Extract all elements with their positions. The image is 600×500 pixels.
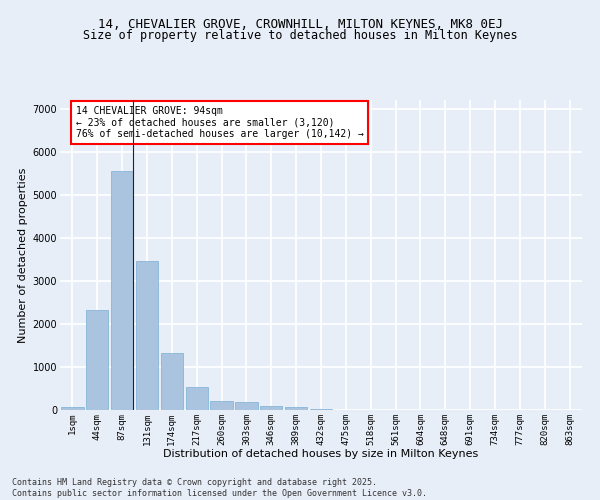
Text: Size of property relative to detached houses in Milton Keynes: Size of property relative to detached ho… <box>83 29 517 42</box>
Bar <box>161 353 183 410</box>
Bar <box>111 170 133 410</box>
Bar <box>185 387 208 410</box>
Y-axis label: Number of detached properties: Number of detached properties <box>19 168 28 342</box>
Bar <box>285 408 307 410</box>
Bar <box>235 402 257 410</box>
Bar <box>86 310 109 410</box>
Text: 14 CHEVALIER GROVE: 94sqm
← 23% of detached houses are smaller (3,120)
76% of se: 14 CHEVALIER GROVE: 94sqm ← 23% of detac… <box>76 106 364 140</box>
Text: 14, CHEVALIER GROVE, CROWNHILL, MILTON KEYNES, MK8 0EJ: 14, CHEVALIER GROVE, CROWNHILL, MILTON K… <box>97 18 503 30</box>
Bar <box>61 407 83 410</box>
Bar <box>211 400 233 410</box>
Bar <box>310 408 332 410</box>
Bar <box>136 262 158 410</box>
Bar <box>260 406 283 410</box>
Text: Contains HM Land Registry data © Crown copyright and database right 2025.
Contai: Contains HM Land Registry data © Crown c… <box>12 478 427 498</box>
X-axis label: Distribution of detached houses by size in Milton Keynes: Distribution of detached houses by size … <box>163 449 479 459</box>
